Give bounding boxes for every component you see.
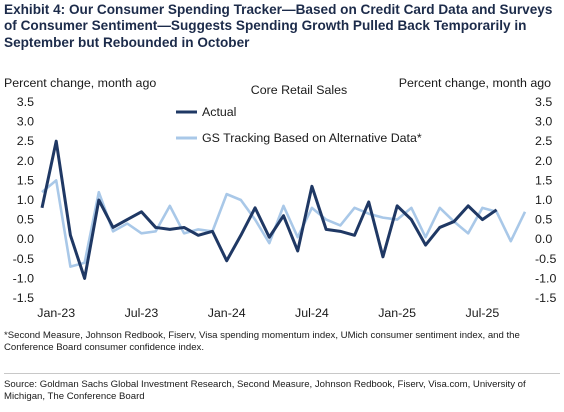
y-tick-label-left: 2.5: [17, 134, 34, 148]
chart-title: Core Retail Sales: [251, 83, 347, 97]
y-axis-title-left: Percent change, month ago: [4, 76, 156, 90]
y-tick-label-right: 1.0: [535, 193, 552, 207]
y-tick-label-left: 2.0: [17, 154, 34, 168]
y-tick-label-right: 2.0: [535, 154, 552, 168]
legend: Actual GS Tracking Based on Alternative …: [176, 105, 422, 145]
x-tick-label: Jul-24: [295, 306, 329, 320]
y-tick-label-left: 1.0: [17, 193, 34, 207]
x-tick-label: Jan-23: [37, 306, 75, 320]
y-axis-title-right: Percent change, month ago: [399, 76, 551, 90]
series-lines: [40, 139, 527, 280]
y-tick-label-left: 0.5: [17, 213, 34, 227]
y-ticks-right: -1.5 -1.0 -0.5 0.0 0.5 1.0 1.5 2.0 2.5 3.0 3.5: [535, 95, 556, 305]
series-line-actual: [40, 139, 498, 280]
x-tick-label: Jul-23: [125, 306, 159, 320]
x-tick-label: Jan-25: [378, 306, 416, 320]
footnote: *Second Measure, Johnson Redbook, Fiserv…: [4, 330, 520, 354]
y-tick-label-left: 0.0: [17, 232, 34, 246]
legend-item-gs-tracking: GS Tracking Based on Alternative Data*: [176, 131, 422, 145]
y-tick-label-left: 1.5: [17, 173, 34, 187]
y-tick-label-left: -1.5: [13, 291, 34, 305]
exhibit-title: Exhibit 4: Our Consumer Spending Tracker…: [4, 2, 553, 50]
y-tick-label-left: -0.5: [13, 252, 34, 266]
x-tick-label: Jul-25: [466, 306, 500, 320]
legend-label-actual: Actual: [202, 105, 236, 119]
y-tick-label-right: 3.5: [535, 95, 552, 109]
y-tick-label-right: 0.5: [535, 213, 552, 227]
divider: [4, 373, 560, 374]
x-ticks: Jan-23 Jul-23 Jan-24 Jul-24 Jan-25 Jul-25: [37, 306, 499, 320]
y-tick-label-right: -1.0: [535, 271, 556, 285]
x-tick-label: Jan-24: [208, 306, 246, 320]
y-tick-label-right: -1.5: [535, 291, 556, 305]
y-ticks-left: -1.5 -1.0 -0.5 0.0 0.5 1.0 1.5 2.0 2.5 3.0 3.5: [13, 95, 34, 305]
y-tick-label-right: 1.5: [535, 173, 552, 187]
y-tick-label-right: 2.5: [535, 134, 552, 148]
y-tick-label-right: 0.0: [535, 232, 552, 246]
y-tick-label-left: 3.5: [17, 95, 34, 109]
legend-item-actual: Actual: [176, 105, 236, 119]
y-tick-label-left: -1.0: [13, 271, 34, 285]
y-tick-label-right: -0.5: [535, 252, 556, 266]
y-tick-label-left: 3.0: [17, 115, 34, 129]
legend-label-gs-tracking: GS Tracking Based on Alternative Data*: [202, 131, 422, 145]
source-note: Source: Goldman Sachs Global Investment …: [4, 379, 526, 403]
y-tick-label-right: 3.0: [535, 115, 552, 129]
series-line-gs-tracking: [41, 179, 527, 268]
